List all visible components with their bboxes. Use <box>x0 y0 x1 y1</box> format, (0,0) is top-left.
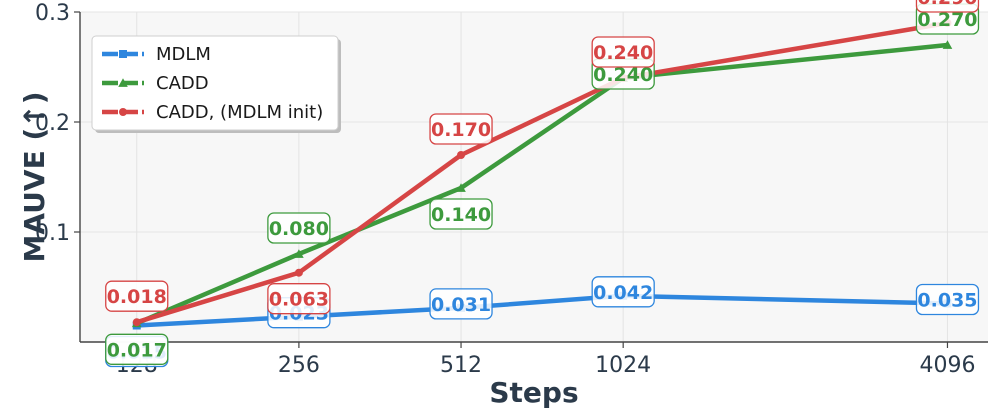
y-tick-label: 0.3 <box>35 1 70 26</box>
data-point <box>132 318 141 327</box>
data-label-text: 0.290 <box>917 0 977 9</box>
data-label: 0.290 <box>915 0 980 13</box>
data-point <box>942 40 953 49</box>
x-tick-label: 256 <box>278 353 320 378</box>
data-label-box <box>105 280 169 312</box>
data-label-box <box>267 283 331 315</box>
x-tick-label: 4096 <box>919 353 975 378</box>
data-label-box <box>591 36 655 68</box>
data-label-text: 0.270 <box>917 9 977 31</box>
y-axis-title: MAUVE (↑) <box>18 91 51 262</box>
data-label-text: 0.140 <box>431 204 491 226</box>
data-label-box <box>429 288 493 320</box>
data-label-text: 0.031 <box>431 294 491 316</box>
data-label: 0.018 <box>105 280 169 312</box>
data-label-box <box>429 198 493 230</box>
x-axis-title: Steps <box>489 376 578 409</box>
data-label-box <box>267 212 331 244</box>
x-tick-label: 512 <box>440 353 482 378</box>
data-label-text: 0.063 <box>269 289 329 311</box>
legend-marker <box>119 50 127 58</box>
data-label: 0.140 <box>429 198 493 230</box>
data-label: 0.035 <box>915 283 980 316</box>
legend-label: MDLM <box>156 44 211 65</box>
data-label-box <box>915 283 980 316</box>
legend-box <box>91 35 339 131</box>
data-label-text: 0.035 <box>917 290 977 312</box>
data-labels: 0.0150.0230.0310.0420.0350.0170.0800.140… <box>105 0 980 368</box>
data-label-text: 0.018 <box>107 286 167 308</box>
data-label: 0.017 <box>105 333 169 365</box>
data-label-box <box>591 276 655 308</box>
legend: MDLM CADD CADD, (MDLM init) <box>91 35 341 133</box>
legend-label: CADD, (MDLM init) <box>156 102 323 123</box>
data-label-text: 0.240 <box>593 42 653 64</box>
legend-entry: CADD <box>102 73 209 94</box>
legend-entry: MDLM <box>102 44 211 65</box>
data-point <box>294 249 304 258</box>
data-label: 0.080 <box>267 212 331 244</box>
data-label-box <box>429 113 493 145</box>
y-tick-label: 0.1 <box>35 221 70 246</box>
data-label-box <box>915 0 980 13</box>
y-tick-label: 0.2 <box>35 111 70 136</box>
data-label-text: 0.240 <box>593 64 653 86</box>
data-label: 0.031 <box>429 288 493 320</box>
data-label-text: 0.017 <box>107 339 167 361</box>
legend-entry: CADD, (MDLM init) <box>102 102 323 123</box>
data-label-text: 0.080 <box>269 218 329 240</box>
data-point <box>294 268 303 277</box>
data-label: 0.170 <box>429 113 493 145</box>
data-label-text: 0.042 <box>593 282 653 304</box>
data-label-text: 0.170 <box>431 119 491 141</box>
data-label: 0.042 <box>591 276 655 308</box>
legend-marker <box>119 108 127 116</box>
data-label-box <box>105 333 169 365</box>
legend-label: CADD <box>156 73 209 94</box>
data-point <box>457 151 466 159</box>
data-label: 0.063 <box>267 283 331 315</box>
data-point <box>456 183 466 192</box>
x-tick-label: 1024 <box>595 353 651 378</box>
data-label: 0.240 <box>591 36 655 68</box>
legend-marker <box>118 78 128 87</box>
